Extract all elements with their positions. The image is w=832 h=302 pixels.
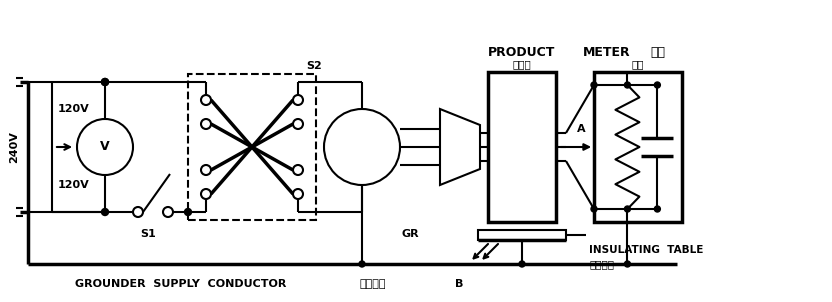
Circle shape [102,79,108,85]
Text: GROUNDER  SUPPLY  CONDUCTOR: GROUNDER SUPPLY CONDUCTOR [75,279,286,289]
Circle shape [201,119,211,129]
Bar [488,72,556,222]
Text: 120V: 120V [58,179,90,189]
Bar [478,230,566,240]
Circle shape [77,119,133,175]
Text: 120V: 120V [58,104,90,114]
Text: GR: GR [402,229,419,239]
Polygon shape [440,109,480,185]
Circle shape [625,261,631,267]
Circle shape [201,189,211,199]
Circle shape [625,82,631,88]
Circle shape [591,82,597,88]
Text: INSULATING  TABLE: INSULATING TABLE [589,245,703,255]
Circle shape [102,79,108,85]
Text: 滤波器: 滤波器 [513,59,532,69]
Bar [594,72,682,222]
Circle shape [293,165,303,175]
Text: 仪表: 仪表 [650,46,665,59]
Bar [188,74,316,220]
Circle shape [293,189,303,199]
Circle shape [133,207,143,217]
Circle shape [654,82,661,88]
Text: 240V: 240V [9,131,19,163]
Text: PRODUCT: PRODUCT [488,46,556,59]
Text: METER: METER [582,46,630,59]
Circle shape [293,95,303,105]
Circle shape [591,206,597,212]
Circle shape [163,207,173,217]
Circle shape [201,165,211,175]
Circle shape [185,208,191,216]
Text: B: B [455,279,463,289]
Circle shape [654,206,661,212]
Circle shape [102,208,108,216]
Text: V: V [100,140,110,153]
Text: S2: S2 [306,61,322,71]
Circle shape [201,95,211,105]
Text: 接地导线: 接地导线 [360,279,387,289]
Circle shape [293,119,303,129]
Text: S1: S1 [140,229,156,239]
Circle shape [519,261,525,267]
Circle shape [359,261,365,267]
Circle shape [324,109,400,185]
Circle shape [625,206,631,212]
Text: A: A [577,124,586,134]
Text: 绝缘桌面: 绝缘桌面 [589,259,614,269]
Text: 仪表: 仪表 [631,59,644,69]
